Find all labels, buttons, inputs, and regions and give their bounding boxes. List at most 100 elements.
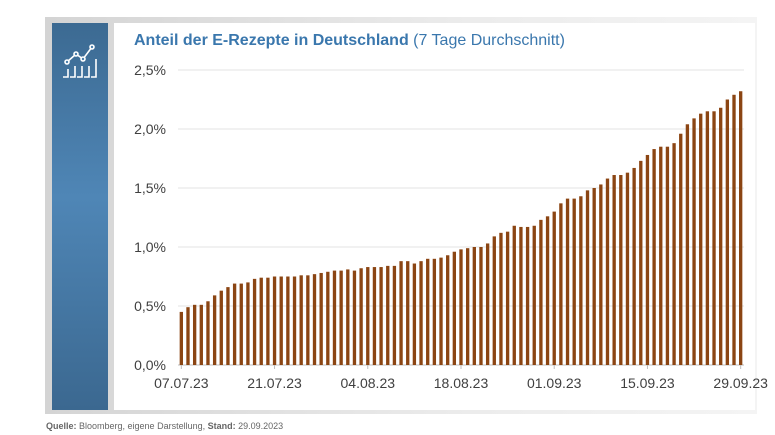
bar <box>452 251 457 365</box>
bar <box>479 247 483 365</box>
bar <box>519 226 523 365</box>
x-tick-label: 07.07.23 <box>154 375 209 391</box>
bar <box>705 111 710 365</box>
chart-title: Anteil der E-Rezepte in Deutschland (7 T… <box>134 32 565 50</box>
bar <box>619 175 623 365</box>
bar <box>552 211 556 365</box>
bar <box>252 278 257 365</box>
bar <box>239 283 243 365</box>
bar <box>419 261 423 365</box>
bar <box>632 167 636 365</box>
bar <box>426 258 430 365</box>
bar <box>352 270 357 365</box>
bar <box>312 274 317 365</box>
bar <box>605 178 610 365</box>
bar <box>232 283 237 365</box>
x-tick-label: 21.07.23 <box>247 375 302 391</box>
bar <box>712 111 716 365</box>
bar <box>446 255 450 365</box>
sidebar-band <box>52 23 108 410</box>
bar <box>625 172 630 365</box>
y-tick-label: 0,0% <box>134 357 166 373</box>
bar <box>652 149 656 365</box>
bar <box>339 270 343 365</box>
bar <box>465 248 470 365</box>
bar <box>399 261 403 365</box>
bar <box>392 265 397 365</box>
bar <box>372 267 377 365</box>
bar <box>645 154 650 365</box>
bar <box>725 99 730 365</box>
bar <box>332 270 337 365</box>
bar <box>685 124 690 365</box>
stand-value: 29.09.2023 <box>235 421 284 431</box>
bar <box>659 146 663 365</box>
bar <box>386 265 390 365</box>
x-tick-label: 18.08.23 <box>434 375 489 391</box>
bar <box>692 118 696 365</box>
bar <box>306 275 310 365</box>
source-text: Bloomberg, eigene Darstellung, <box>76 421 208 431</box>
bar <box>346 269 350 365</box>
bar <box>179 311 183 365</box>
bar <box>192 304 197 365</box>
bar <box>525 226 530 365</box>
stand-label: Stand: <box>207 421 236 431</box>
bar <box>472 247 476 365</box>
bar <box>432 258 437 365</box>
bar <box>319 272 323 365</box>
bar <box>585 190 590 365</box>
bar <box>572 198 576 365</box>
bar <box>366 267 370 365</box>
bar <box>492 236 496 365</box>
bar <box>599 184 603 365</box>
bar <box>219 290 223 365</box>
x-tick-label: 15.09.23 <box>620 375 675 391</box>
bar <box>379 267 383 365</box>
bar <box>412 263 417 365</box>
bar <box>212 295 217 365</box>
title-rest: (7 Tage Durchschnitt) <box>408 32 565 49</box>
bar <box>592 188 596 365</box>
y-tick-label: 0,5% <box>134 298 166 314</box>
bar <box>679 133 683 365</box>
source-label: Quelle: <box>46 421 77 431</box>
bar <box>719 107 723 365</box>
x-tick-label: 01.09.23 <box>527 375 582 391</box>
y-tick-label: 1,5% <box>134 180 166 196</box>
bar <box>439 257 443 365</box>
bar <box>699 113 703 365</box>
bar <box>266 277 270 365</box>
chart-trend-icon <box>63 44 97 78</box>
title-bold: Anteil der E-Rezepte in Deutschland <box>134 32 409 49</box>
bar <box>279 276 283 365</box>
bar <box>459 249 463 365</box>
y-tick-label: 2,0% <box>134 121 166 137</box>
bar <box>559 203 563 365</box>
bar <box>505 231 510 365</box>
bar <box>299 275 303 365</box>
bar <box>246 282 250 365</box>
bar <box>286 276 290 365</box>
bar <box>672 143 676 365</box>
bar <box>186 307 190 365</box>
bar <box>326 271 330 365</box>
bar <box>259 277 263 365</box>
y-tick-label: 2,5% <box>134 62 166 78</box>
x-tick-label: 29.09.23 <box>713 375 768 391</box>
bar <box>226 287 230 365</box>
source-note: Quelle: Bloomberg, eigene Darstellung, S… <box>46 421 283 431</box>
x-tick-label: 04.08.23 <box>341 375 396 391</box>
bar <box>612 175 616 365</box>
bar <box>359 268 363 365</box>
bar <box>512 225 516 365</box>
bar <box>485 243 490 365</box>
bar <box>499 232 503 365</box>
bar <box>539 219 543 365</box>
bar <box>732 94 736 365</box>
bar <box>639 160 643 365</box>
bar <box>199 304 203 365</box>
bar <box>545 216 550 365</box>
y-tick-label: 1,0% <box>134 239 166 255</box>
